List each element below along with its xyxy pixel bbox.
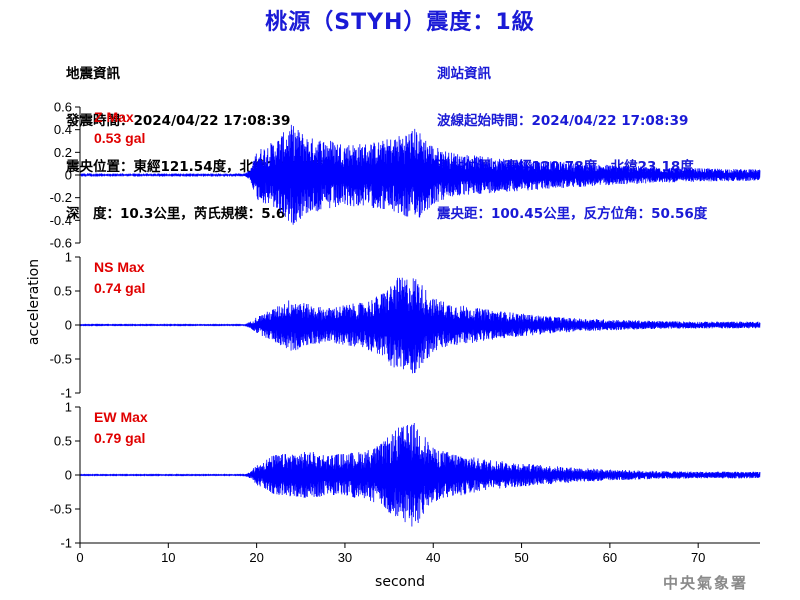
y-tick-label: 0 bbox=[65, 468, 72, 483]
x-tick-label: 10 bbox=[161, 550, 175, 565]
agency-watermark: 中央氣象署 bbox=[662, 574, 748, 592]
y-tick-label: 1 bbox=[65, 400, 72, 415]
waveform-trace-z bbox=[79, 124, 761, 225]
waveform-trace-ew bbox=[79, 423, 761, 527]
y-tick-label: -0.5 bbox=[50, 352, 72, 367]
x-tick-label: 50 bbox=[514, 550, 528, 565]
y-tick-label: 0.6 bbox=[54, 100, 72, 115]
y-tick-label: -0.6 bbox=[50, 236, 72, 251]
y-tick-label: 0.2 bbox=[54, 145, 72, 160]
x-tick-label: 0 bbox=[76, 550, 83, 565]
station-distance-azimuth: 震央距：100.45公里，反方位角：50.56度 bbox=[437, 205, 708, 222]
y-axis-title: acceleration bbox=[26, 259, 42, 345]
x-tick-label: 30 bbox=[338, 550, 352, 565]
y-tick-label: -1 bbox=[60, 386, 72, 401]
station-start-time: 波線起始時間：2024/04/22 17:08:39 bbox=[437, 112, 689, 129]
waveform-trace-ns bbox=[79, 277, 761, 374]
y-tick-label: 0.4 bbox=[54, 122, 72, 137]
max-component-label-ns: NS Max bbox=[94, 259, 145, 275]
y-tick-label: 0 bbox=[65, 318, 72, 333]
x-tick-label: 70 bbox=[691, 550, 705, 565]
y-tick-label: -0.4 bbox=[50, 213, 72, 228]
station-info-heading: 測站資訊 bbox=[437, 66, 491, 82]
event-info-heading: 地震資訊 bbox=[66, 66, 120, 82]
y-tick-label: -0.5 bbox=[50, 502, 72, 517]
x-tick-label: 40 bbox=[426, 550, 440, 565]
max-value-label-ew: 0.79 gal bbox=[94, 430, 145, 446]
max-component-label-ew: EW Max bbox=[94, 409, 148, 425]
event-origin-time: 發震時間：2024/04/22 17:08:39 bbox=[66, 112, 291, 129]
max-component-label-z: Z Max bbox=[94, 109, 134, 125]
y-tick-label: 0.5 bbox=[54, 284, 72, 299]
x-tick-label: 60 bbox=[603, 550, 617, 565]
x-axis-title: second bbox=[375, 574, 425, 590]
chart-title: 桃源（STYH）震度：1級 bbox=[265, 10, 535, 35]
y-tick-label: -0.2 bbox=[50, 190, 72, 205]
event-depth-magnitude: 深 度：10.3公里，芮氏規模：5.6 bbox=[66, 205, 286, 222]
y-tick-label: 0 bbox=[65, 168, 72, 183]
x-tick-label: 20 bbox=[249, 550, 263, 565]
y-tick-label: 1 bbox=[65, 250, 72, 265]
y-tick-label: -1 bbox=[60, 536, 72, 551]
max-value-label-ns: 0.74 gal bbox=[94, 280, 145, 296]
y-tick-label: 0.5 bbox=[54, 434, 72, 449]
max-value-label-z: 0.53 gal bbox=[94, 130, 145, 146]
